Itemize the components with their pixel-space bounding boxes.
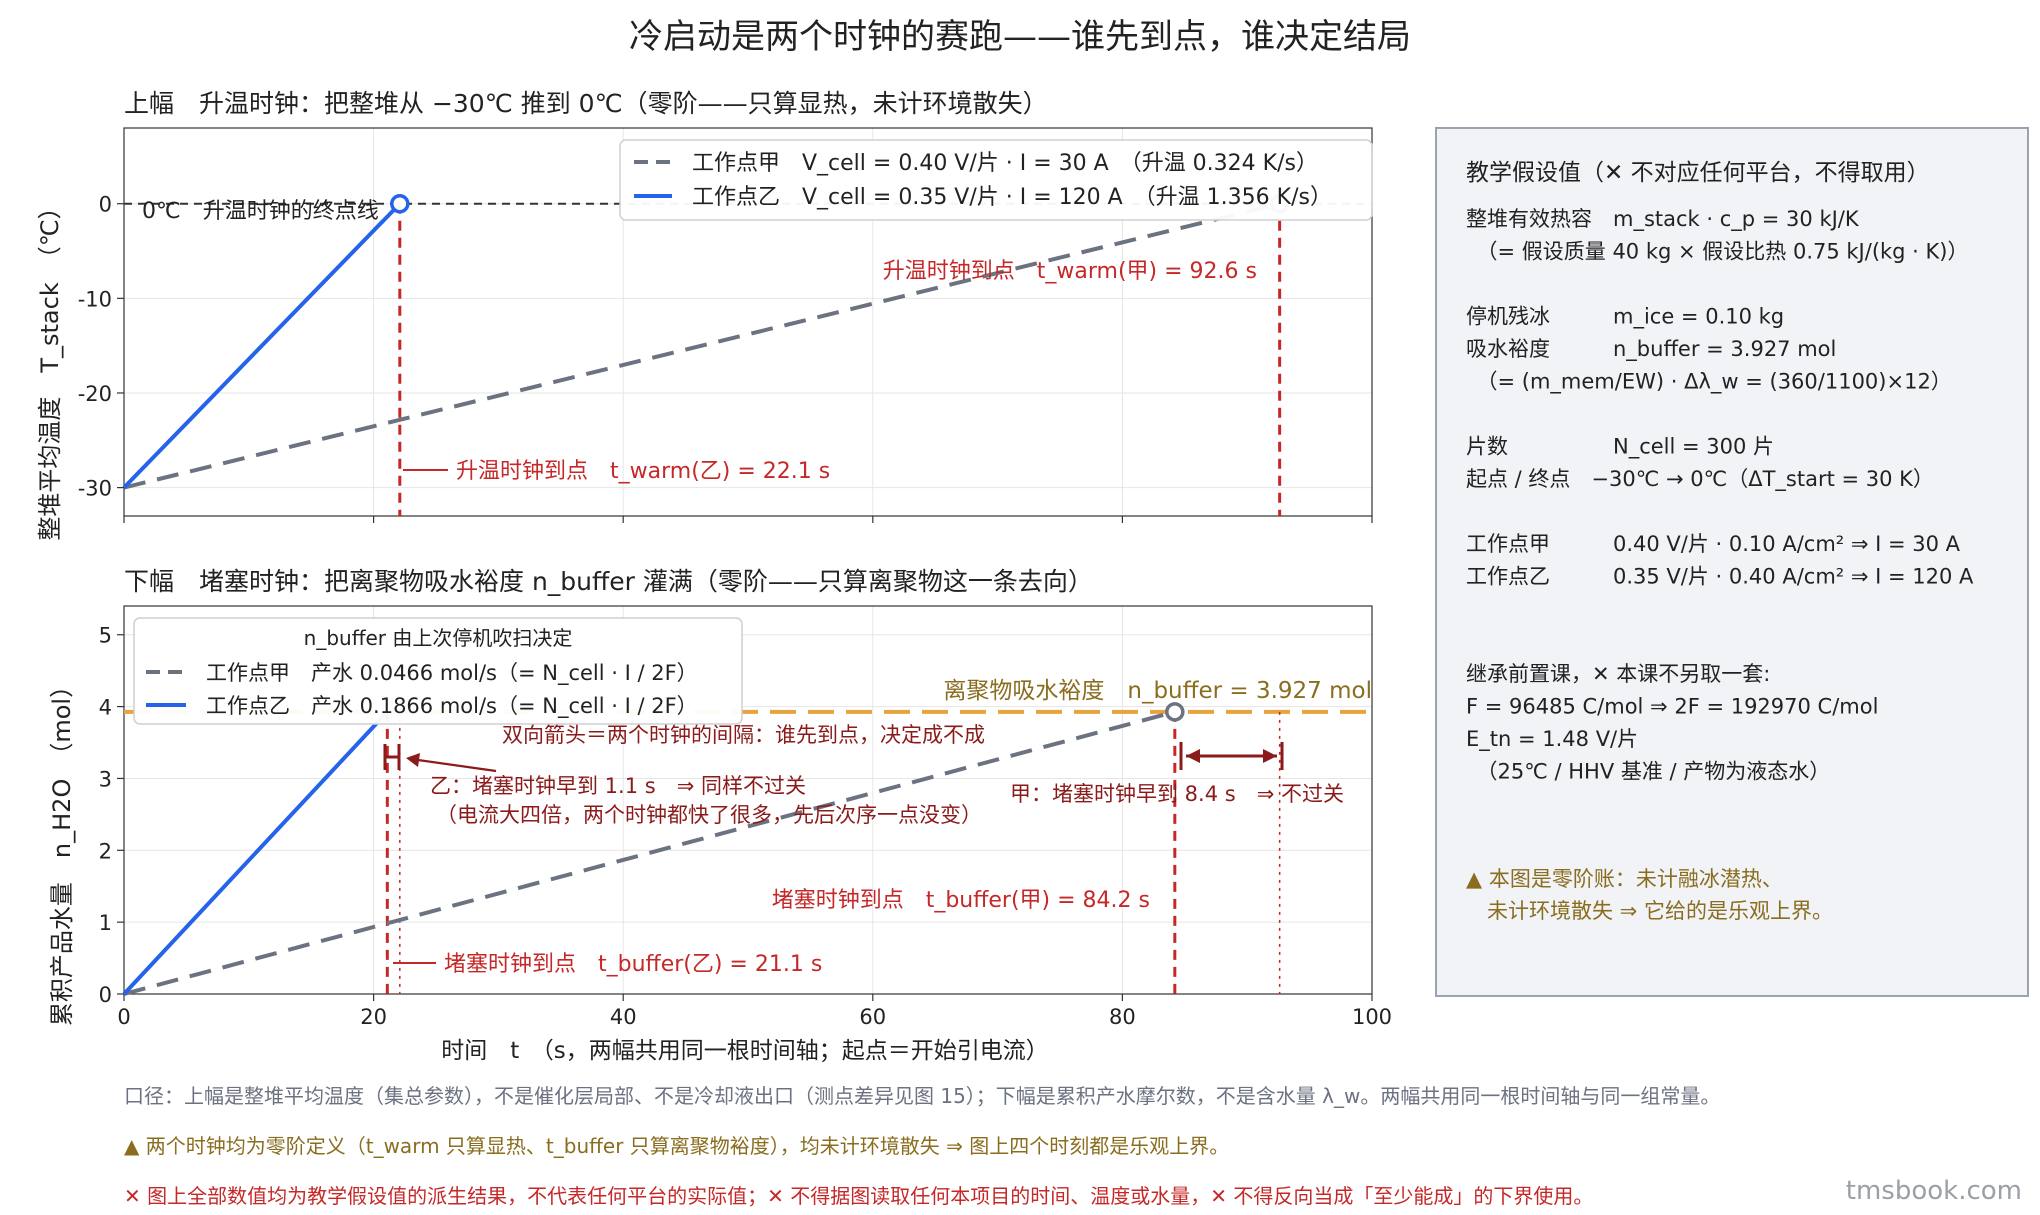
bottom-x-tick-label-2: 40	[610, 1005, 637, 1029]
bottom-annotation-buffer-a: 堵塞时钟到点 t_buffer(甲) = 84.2 s	[772, 888, 1150, 913]
bottom-y-tick-label-3: 3	[99, 767, 112, 791]
top-y-axis-label: 整堆平均温度 T_stack （℃）	[36, 195, 64, 540]
assumption-panel: 教学假设值（✕ 不对应任何平台，不得取用） 整堆有效热容 m_stack · c…	[1435, 127, 2029, 997]
top-annotation-warm-a: 升温时钟到点 t_warm(甲) = 92.6 s	[883, 259, 1257, 284]
assumption-line-7: 片数 N_cell = 300 片	[1466, 435, 1774, 460]
bottom-series-a-line	[123, 709, 1176, 996]
top-y-tick-label-3: -30	[78, 477, 112, 501]
bottom-annotation-a-early: 甲：堵塞时钟早到 8.4 s ⇒ 不过关	[1010, 782, 1344, 806]
bottom-x-tick-label-1: 20	[360, 1005, 387, 1029]
footer-note-scope: 口径：上幅是整堆平均温度（集总参数），不是催化层局部、不是冷却液出口（测点差异见…	[124, 1084, 1721, 1108]
assumption-line-3: 停机残冰 m_ice = 0.10 kg	[1466, 305, 1784, 330]
footer-note-zero-order: ▲ 两个时钟均为零阶定义（t_warm 只算显热、t_buffer 只算离聚物裕…	[124, 1134, 1230, 1158]
bottom-y-tick-label-1: 1	[99, 911, 112, 935]
top-plot-frame	[123, 127, 1373, 517]
top-legend: 工作点甲 V_cell = 0.40 V/片 · I = 30 A （升温 0.…	[619, 139, 1373, 221]
assumption-warning-2: 未计环境散失 ⇒ 它给的是乐观上界。	[1466, 899, 1833, 923]
footer-note-disclaimer: ✕ 图上全部数值均为教学假设值的派生结果，不代表任何平台的实际值；✕ 不得据图读…	[124, 1184, 1594, 1208]
top-series-a-line	[123, 201, 1281, 490]
bottom-legend-label-b: 工作点乙 产水 0.1866 mol/s（= N_cell · I / 2F）	[206, 694, 698, 719]
assumption-line-5: （= (m_mem/EW) · Δλ_w = (360/1100)×12）	[1466, 370, 1952, 395]
assumption-line-0: 整堆有效热容 m_stack · c_p = 30 kJ/K	[1466, 207, 1860, 232]
bottom-legend: n_buffer 由上次停机吹扫决定 工作点甲 产水 0.0466 mol/s（…	[133, 617, 743, 725]
top-panel-title: 上幅 升温时钟：把整堆从 −30℃ 推到 0℃（零阶——只算显热，未计环境散失）	[124, 89, 1048, 118]
bottom-legend-title: n_buffer 由上次停机吹扫决定	[304, 626, 573, 650]
top-legend-box	[619, 139, 1373, 221]
top-legend-label-b: 工作点乙 V_cell = 0.35 V/片 · I = 120 A （升温 1…	[692, 185, 1332, 210]
top-legend-label-a: 工作点甲 V_cell = 0.40 V/片 · I = 30 A （升温 0.…	[692, 151, 1318, 176]
bottom-annotation-b-early: 乙：堵塞时钟早到 1.1 s ⇒ 同样不过关	[430, 774, 806, 798]
bottom-x-ticks: 0 20 40 60 80 100	[117, 994, 1392, 1029]
bottom-y-ticks: 0 1 2 3 4 5	[99, 624, 124, 1007]
watermark: tmsbook.com	[1845, 1176, 2022, 1206]
bottom-x-tick-label-5: 100	[1352, 1005, 1392, 1029]
assumption-line-15: F = 96485 C/mol ⇒ 2F = 192970 C/mol	[1466, 695, 1878, 719]
top-series-b-endpoint	[390, 193, 410, 214]
top-y-tick-label-1: -10	[78, 287, 112, 311]
bottom-panel-title: 下幅 堵塞时钟：把离聚物吸水裕度 n_buffer 灌满（零阶——只算离聚物这一…	[124, 567, 1093, 596]
bottom-y-tick-label-4: 4	[99, 696, 112, 720]
bottom-legend-label-a: 工作点甲 产水 0.0466 mol/s（= N_cell · I / 2F）	[206, 661, 698, 686]
bottom-annotation-b-note: （电流大四倍，两个时钟都快了很多，先后次序一点没变）	[436, 803, 982, 827]
gap-arrow-b	[383, 744, 401, 770]
top-annotation-warm-b: 升温时钟到点 t_warm(乙) = 22.1 s	[456, 459, 830, 484]
assumption-line-17: （25℃ / HHV 基准 / 产物为液态水）	[1466, 760, 1830, 784]
page-title: 冷启动是两个时钟的赛跑——谁先到点，谁决定结局	[629, 17, 1411, 57]
assumption-line-1: （= 假设质量 40 kg × 假设比热 0.75 kJ/(kg · K)）	[1466, 240, 1969, 264]
bottom-buffer-label: 离聚物吸水裕度 n_buffer = 3.927 mol	[943, 678, 1372, 704]
assumption-panel-title: 教学假设值（✕ 不对应任何平台，不得取用）	[1466, 160, 1930, 186]
bottom-x-tick-label-0: 0	[117, 1005, 130, 1029]
assumption-warning-1: ▲ 本图是零阶账：未计融冰潜热、	[1466, 867, 1783, 891]
bottom-x-axis-label: 时间 t （s，两幅共用同一根时间轴；起点＝开始引电流）	[441, 1038, 1049, 1064]
bottom-y-axis-label: 累积产品水量 n_H2O （mol）	[48, 674, 76, 1026]
top-y-ticks: 0 -10 -20 -30	[78, 193, 124, 501]
bottom-series-a-endpoint	[1165, 702, 1185, 722]
bottom-y-tick-label-5: 5	[99, 624, 112, 648]
bottom-x-tick-label-4: 80	[1109, 1005, 1136, 1029]
assumption-panel-box	[1435, 127, 2029, 997]
assumption-lines: 整堆有效热容 m_stack · c_p = 30 kJ/K （= 假设质量 4…	[1466, 207, 1974, 784]
assumption-line-4: 吸水裕度 n_buffer = 3.927 mol	[1466, 337, 1836, 362]
top-y-tick-label-0: 0	[99, 193, 112, 217]
assumption-line-14: 继承前置课，✕ 本课不另取一套:	[1466, 662, 1770, 686]
bottom-y-tick-label-2: 2	[99, 839, 112, 863]
bottom-legend-box	[133, 617, 743, 725]
assumption-line-16: E_tn = 1.48 V/片	[1466, 727, 1638, 752]
bottom-y-tick-label-0: 0	[99, 983, 112, 1007]
assumption-line-10: 工作点甲 0.40 V/片 · 0.10 A/cm² ⇒ I = 30 A	[1466, 532, 1961, 556]
top-y-tick-label-2: -20	[78, 382, 112, 406]
top-x-ticks	[123, 516, 1373, 523]
bottom-x-tick-label-3: 60	[859, 1005, 886, 1029]
assumption-line-11: 工作点乙 0.35 V/片 · 0.40 A/cm² ⇒ I = 120 A	[1466, 565, 1974, 589]
bottom-plot-frame	[123, 605, 1373, 995]
gap-arrow-a	[1179, 742, 1284, 770]
bottom-series-b-line	[122, 710, 389, 996]
bottom-annotation-buffer-b: 堵塞时钟到点 t_buffer(乙) = 21.1 s	[444, 952, 822, 977]
top-threshold-label: 0℃ 升温时钟的终点线	[142, 199, 379, 224]
callout-arrow-b	[406, 753, 497, 773]
assumption-line-8: 起点 / 终点 −30℃ → 0℃（ΔT_start = 30 K）	[1466, 467, 1934, 492]
top-series-b-line	[122, 202, 402, 490]
bottom-annotation-gap-note: 双向箭头＝两个时钟的间隔：谁先到点，决定成不成	[502, 723, 985, 747]
